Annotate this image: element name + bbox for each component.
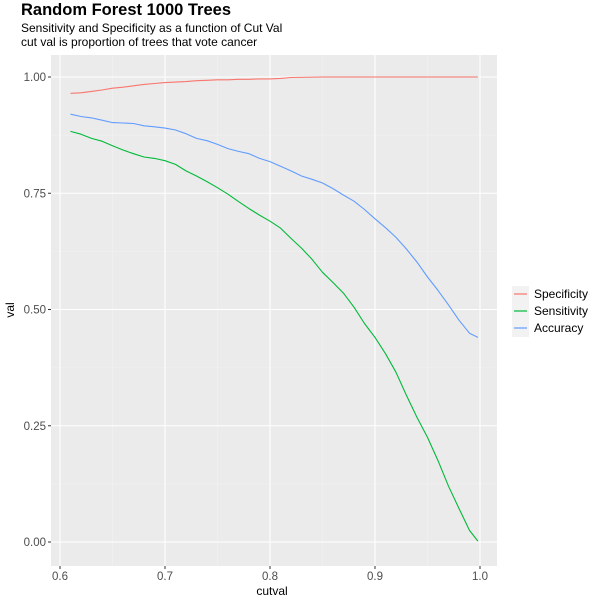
x-tick-label: 0.7	[157, 571, 173, 583]
y-axis-title: val	[3, 302, 17, 317]
legend-label-accuracy: Accuracy	[534, 321, 583, 335]
x-axis: 0.6 0.7 0.8 0.9 1.0	[52, 566, 488, 583]
x-tick-label: 1.0	[472, 571, 488, 583]
minor-grid	[51, 55, 497, 566]
chart-title: Random Forest 1000 Trees	[21, 1, 232, 19]
y-tick-label: 0.25	[24, 421, 46, 433]
series-lines	[70, 76, 479, 542]
x-tick-label: 0.6	[52, 571, 68, 583]
legend-label-sensitivity: Sensitivity	[534, 304, 588, 318]
chart-subtitle-line-2: cut val is proportion of trees that vote…	[21, 35, 258, 49]
legend: Specificity Sensitivity Accuracy	[512, 286, 588, 337]
series-line-accuracy	[70, 113, 479, 338]
y-tick-label: 0.50	[24, 305, 46, 317]
y-tick-label: 0.00	[24, 537, 46, 549]
legend-label-specificity: Specificity	[534, 287, 588, 301]
series-line-sensitivity	[70, 130, 479, 542]
series-line-specificity	[70, 76, 478, 94]
x-tick-label: 0.8	[262, 571, 278, 583]
y-tick-label: 0.75	[24, 188, 46, 200]
y-axis: 0.00 0.25 0.50 0.75 1.00	[24, 72, 51, 549]
x-tick-label: 0.9	[367, 571, 383, 583]
y-tick-label: 1.00	[24, 72, 46, 84]
plot-panel	[51, 55, 497, 566]
x-axis-title: cutval	[256, 584, 287, 598]
chart-subtitle-line-1: Sensitivity and Specificity as a functio…	[21, 21, 283, 35]
